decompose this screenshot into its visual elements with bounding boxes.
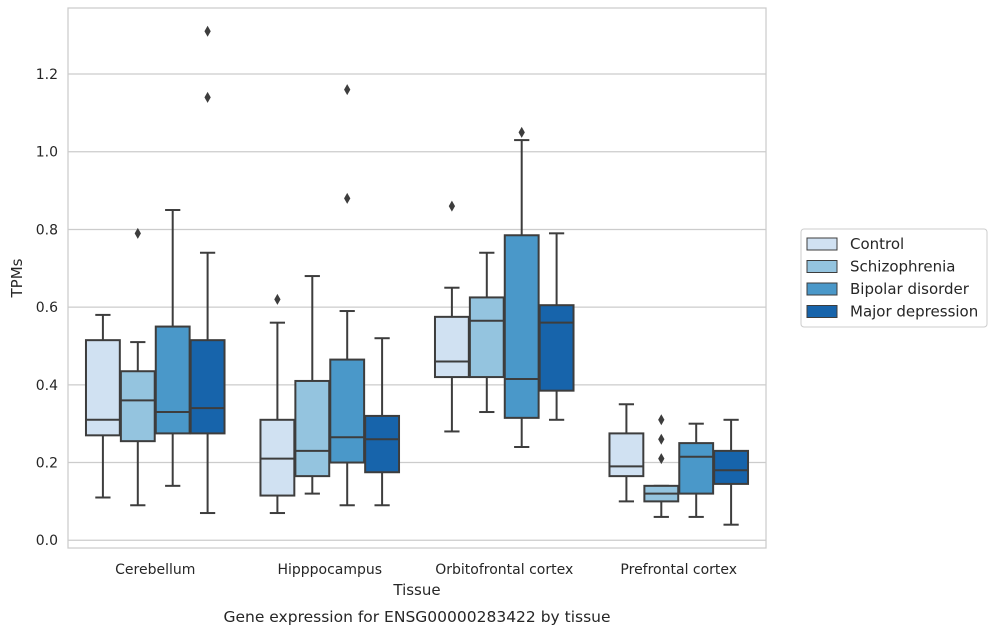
- x-tick-label: Orbitofrontal cortex: [435, 562, 573, 578]
- plot-area-frame: [67, 7, 767, 549]
- legend-swatch: [806, 305, 838, 318]
- box-4-1: [608, 403, 645, 503]
- y-tick-label: 0.2: [36, 456, 58, 472]
- box-body: [608, 432, 645, 478]
- box-1-2: [119, 227, 156, 507]
- box-body: [503, 234, 540, 419]
- y-tick-label: 0.4: [36, 378, 58, 394]
- legend-label: Bipolar disorder: [850, 280, 970, 298]
- x-axis-ticks: Cerebellum Hipppocampus Orbitofrontal cort…: [115, 562, 737, 578]
- outlier-point: [344, 192, 351, 204]
- outlier-point: [658, 414, 665, 426]
- y-axis-ticks: 0.0 0.2 0.4 0.6 0.8 1.0 1.2: [36, 67, 58, 549]
- outlier-point: [134, 227, 141, 239]
- outlier-point: [274, 293, 281, 305]
- outlier-point: [658, 433, 665, 445]
- legend-swatch: [806, 237, 838, 251]
- box-1-3: [154, 209, 191, 487]
- box-body: [119, 370, 156, 443]
- x-axis-label: Tissue: [392, 581, 440, 599]
- legend-label: Schizophrenia: [850, 258, 955, 276]
- box-2-1: [259, 293, 296, 515]
- box-3-1: [433, 200, 470, 433]
- y-tick-label: 1.2: [36, 67, 58, 83]
- box-3-3: [503, 126, 540, 448]
- y-tick-label: 0.8: [36, 222, 58, 238]
- y-tick-label: 1.0: [36, 145, 58, 161]
- box-body: [189, 339, 226, 435]
- box-4-3: [678, 422, 715, 518]
- box-body: [329, 358, 366, 464]
- legend-swatch: [806, 282, 838, 296]
- x-tick-label: Hipppocampus: [277, 562, 382, 578]
- box-2-3: [329, 84, 366, 507]
- outlier-point: [344, 84, 351, 96]
- legend-label: Control: [850, 235, 904, 253]
- y-axis-label: TPMs: [8, 258, 26, 298]
- box-2-2: [294, 275, 331, 495]
- outlier-point: [448, 200, 456, 212]
- box-4-2: [643, 414, 680, 518]
- outlier-point: [658, 453, 665, 465]
- outlier-point: [204, 91, 211, 103]
- box-body: [713, 449, 750, 485]
- box-1-1: [84, 313, 121, 499]
- box-body: [468, 296, 505, 379]
- box-3-4: [538, 232, 575, 421]
- chart-caption: Gene expression for ENSG00000283422 by t…: [223, 608, 610, 626]
- y-tick-label: 0.0: [36, 533, 58, 549]
- legend-label: Major depression: [850, 303, 978, 321]
- boxes-layer: [84, 25, 750, 526]
- box-body: [154, 325, 191, 435]
- box-2-4: [364, 337, 401, 507]
- legend: Control Schizophrenia Bipolar disorder Majo…: [800, 228, 988, 328]
- box-body: [433, 315, 470, 379]
- legend-frame: [800, 228, 988, 328]
- box-body: [84, 339, 121, 437]
- box-body: [538, 304, 575, 392]
- box-body: [294, 379, 331, 478]
- box-body: [364, 414, 401, 474]
- outlier-point: [518, 126, 525, 138]
- legend-swatch: [806, 260, 838, 273]
- outlier-point: [204, 25, 211, 37]
- box-body: [678, 442, 715, 495]
- box-4-4: [713, 418, 750, 526]
- box-3-2: [468, 251, 505, 414]
- x-tick-label: Prefrontal cortex: [620, 562, 737, 578]
- x-tick-label: Cerebellum: [115, 562, 195, 578]
- box-1-4: [189, 25, 226, 515]
- y-tick-label: 0.6: [36, 300, 58, 316]
